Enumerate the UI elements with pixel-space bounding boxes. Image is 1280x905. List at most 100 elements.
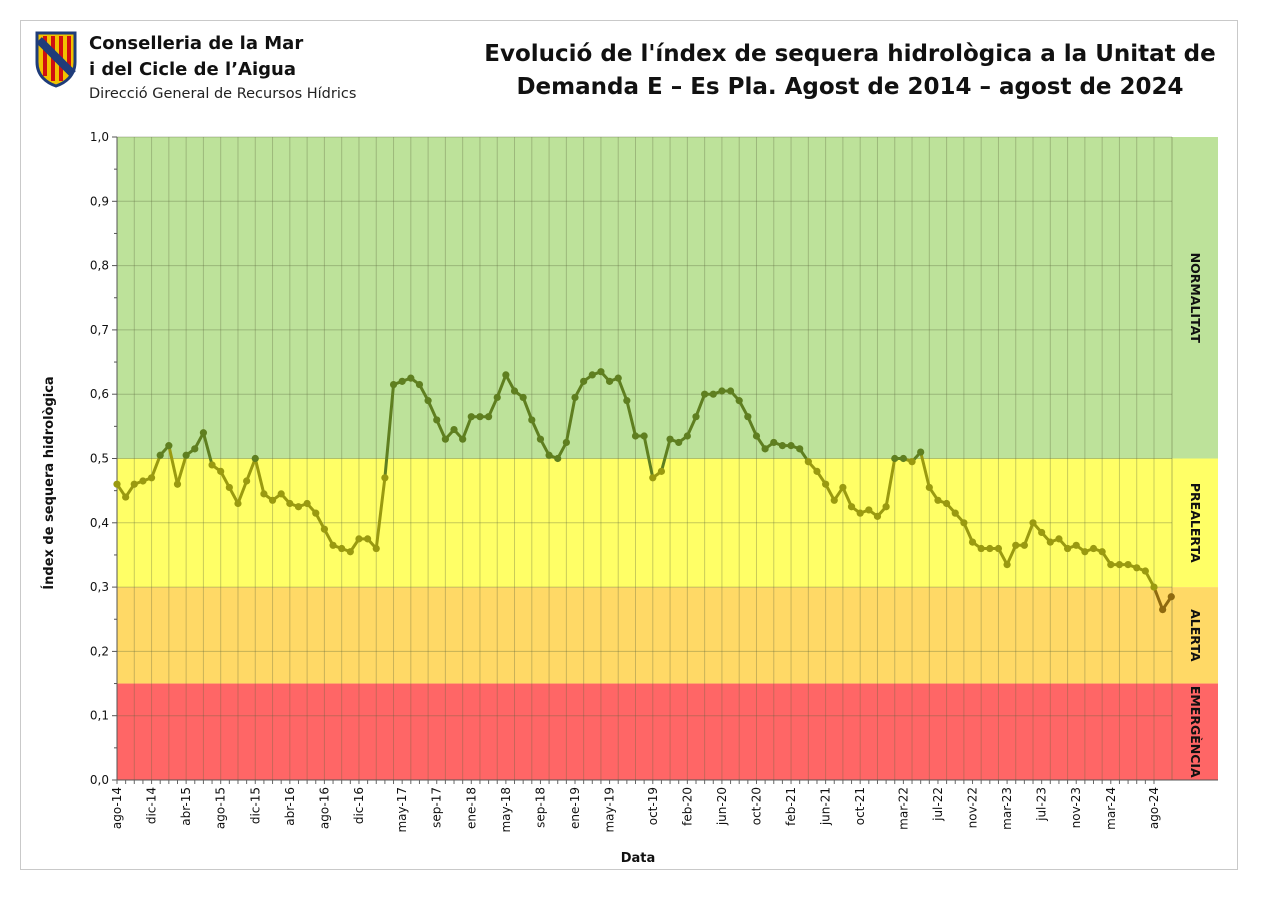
grid — [116, 136, 1173, 781]
data-point — [796, 445, 804, 453]
data-point — [493, 393, 501, 402]
data-point — [147, 474, 156, 482]
data-point — [804, 458, 812, 466]
data-point — [692, 413, 700, 421]
data-point — [502, 371, 510, 379]
data-point — [182, 451, 190, 459]
data-point — [260, 490, 268, 498]
x-tick-label: jul-22 — [931, 787, 945, 822]
data-point — [718, 387, 726, 395]
data-point — [925, 483, 933, 492]
y-tick-label: 0,5 — [90, 452, 109, 466]
data-point — [1003, 560, 1011, 569]
y-tick-label: 0,9 — [90, 194, 109, 208]
series-segment — [150, 453, 162, 480]
series-segment — [201, 431, 214, 467]
balearic-shield-icon — [35, 31, 77, 88]
data-point — [761, 445, 769, 453]
x-tick-label: ago-24 — [1147, 787, 1161, 829]
x-axis-title: Data — [621, 851, 656, 866]
series-segment — [245, 457, 257, 483]
data-point — [156, 451, 164, 459]
data-point — [1063, 544, 1072, 553]
data-point — [1046, 538, 1054, 546]
data-point — [951, 509, 959, 517]
data-point — [122, 493, 130, 501]
series-segment — [253, 457, 266, 496]
data-point — [562, 438, 570, 447]
x-tick-label: sep-17 — [430, 787, 444, 828]
data-point — [519, 393, 527, 402]
data-point — [467, 413, 475, 421]
data-point — [536, 435, 545, 443]
zone-band-3 — [117, 683, 1218, 780]
data-point — [130, 480, 138, 488]
x-tick-label: mar-22 — [896, 787, 910, 830]
data-point — [994, 544, 1003, 553]
data-point — [484, 413, 493, 421]
x-tick-label: ago-16 — [317, 787, 331, 829]
x-tick-label: abr-15 — [179, 787, 193, 826]
x-tick-label: may-19 — [603, 787, 617, 833]
data-point — [234, 499, 242, 508]
data-point — [657, 467, 666, 475]
x-tick-label: abr-16 — [283, 787, 297, 826]
series-segment — [642, 434, 655, 480]
zone-band-0 — [117, 137, 1218, 459]
data-point — [338, 544, 346, 553]
y-tick-label: 0,2 — [90, 644, 109, 658]
y-tick-label: 0,0 — [90, 773, 109, 787]
data-point — [778, 442, 787, 450]
data-point — [243, 477, 251, 485]
series-segment — [383, 383, 396, 480]
x-tick-label: dic-15 — [248, 787, 262, 824]
data-point — [571, 393, 579, 402]
zone-label: PREALERTA — [1188, 483, 1203, 563]
series — [113, 368, 1175, 614]
data-point — [580, 377, 588, 385]
series-segment — [625, 399, 637, 438]
y-tick-label: 0,3 — [90, 580, 109, 594]
y-axis-title: Índex de sequera hidrològica — [41, 376, 57, 589]
data-point — [934, 496, 942, 504]
y-tick-label: 0,4 — [90, 516, 109, 530]
data-point — [1020, 541, 1028, 549]
data-point — [977, 544, 985, 553]
chart-title-line1: Evolució de l'índex de sequera hidrològi… — [484, 41, 1216, 67]
data-point — [1133, 564, 1141, 572]
data-point — [917, 448, 925, 456]
data-point — [891, 454, 899, 463]
data-point — [1124, 560, 1132, 569]
data-point — [1159, 606, 1167, 614]
series-segment — [167, 444, 179, 486]
series-segment — [919, 450, 931, 489]
data-point — [1081, 548, 1089, 556]
data-point — [1107, 560, 1115, 569]
data-point — [510, 387, 519, 395]
series-segment — [521, 395, 534, 422]
y-tick-label: 1,0 — [90, 130, 109, 144]
series-segment — [694, 392, 707, 419]
data-point — [856, 509, 864, 517]
data-point — [372, 544, 380, 553]
data-point — [113, 480, 121, 488]
zone-labels: NORMALITAT PREALERTA ALERTA EMERGÈNCIA — [1188, 253, 1203, 778]
x-tick-label: may-18 — [499, 787, 513, 833]
data-point — [545, 451, 553, 459]
data-point — [199, 429, 208, 437]
x-tick-label: jun-21 — [819, 787, 833, 826]
data-point — [476, 413, 484, 421]
x-tick-label: feb-21 — [784, 787, 798, 826]
x-tick-label: ago-15 — [214, 787, 228, 829]
x-tick-label: nov-22 — [966, 787, 980, 828]
data-point — [1150, 583, 1158, 591]
data-point — [381, 474, 389, 482]
data-point — [191, 445, 199, 453]
data-point — [640, 432, 648, 440]
x-tick-label: dic-14 — [145, 787, 159, 824]
data-point — [675, 438, 683, 447]
data-point — [968, 538, 977, 546]
data-point — [1089, 544, 1098, 553]
data-point — [139, 477, 147, 485]
data-point — [986, 544, 994, 553]
